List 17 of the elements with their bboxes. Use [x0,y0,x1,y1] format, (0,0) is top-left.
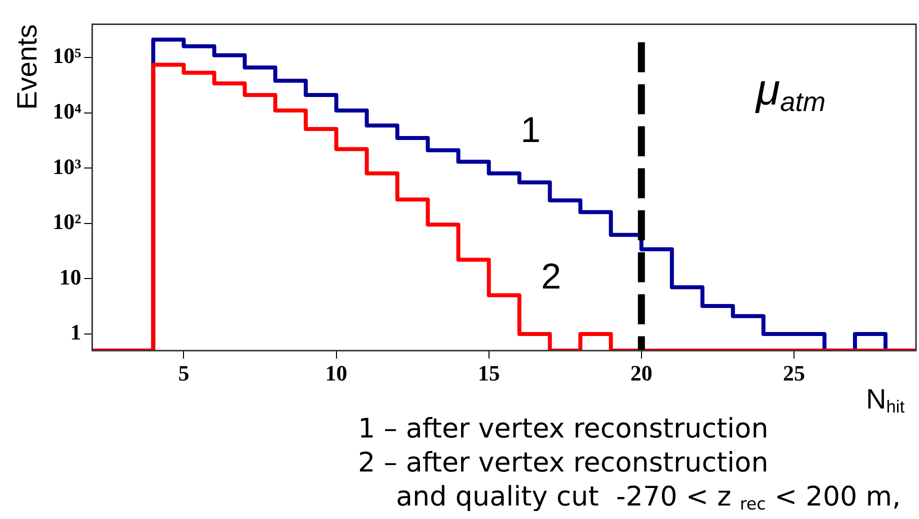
text: 1 – after vertex reconstruction [358,414,768,445]
y-axis-title: Events [12,24,43,110]
x-tick-label: 20 [630,360,652,386]
x-tick-label: 10 [325,360,348,386]
x-tick-label: 5 [178,360,190,386]
annotation: 2 [541,256,562,297]
x-tick-label: 25 [782,360,805,386]
y-tick-label: 10 [59,264,82,290]
y-tick-label: 10² [52,209,82,234]
y-tick-label: 1 [70,320,82,345]
y-tick-label: 10⁴ [52,98,82,124]
y-tick-label: 10⁵ [52,43,82,68]
text: and quality cut -270 < z rec < 200 m, [396,482,901,514]
annotation: 1 [520,108,541,150]
y-tick-label: 10³ [52,154,82,179]
x-tick-label: 15 [478,360,500,386]
text: 2 – after vertex reconstruction [358,448,768,479]
